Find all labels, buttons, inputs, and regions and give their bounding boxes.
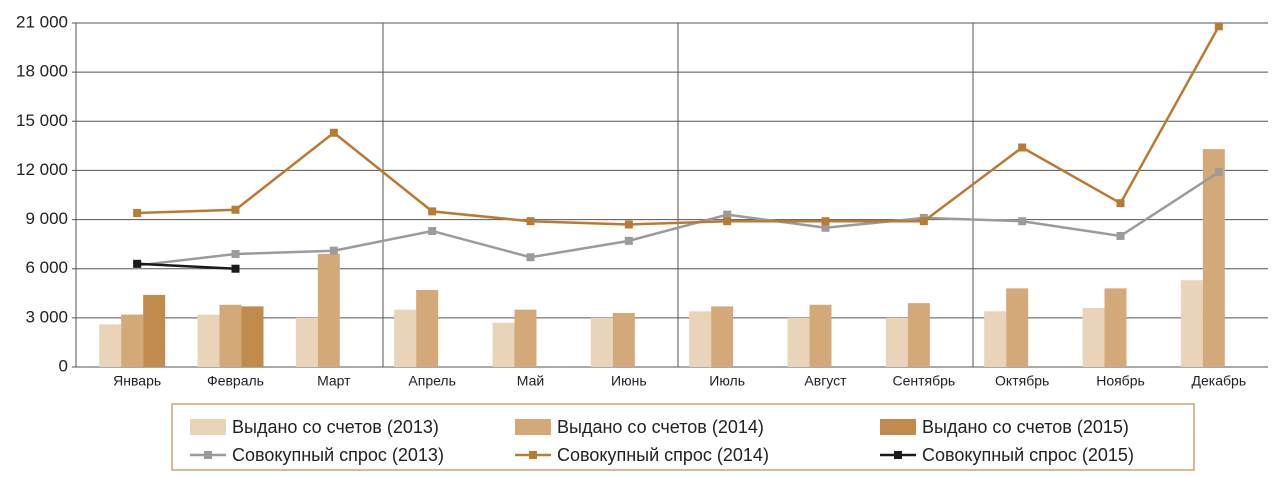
bar [514,309,537,367]
bar [121,314,144,367]
bar [143,294,166,367]
marker [1214,168,1223,177]
bar [416,290,439,367]
legend-swatch [894,451,902,459]
x-tick-label: Декабрь [1192,373,1247,389]
bar [612,312,635,367]
legend-label: Выдано со счетов (2013) [232,417,439,437]
x-tick-label: Январь [113,373,161,389]
bar [984,311,1007,367]
bar [907,303,930,367]
bar [99,324,122,367]
marker [428,227,437,236]
marker [821,217,830,226]
x-tick-label: Ноябрь [1096,373,1145,389]
y-tick-label: 3 000 [25,307,68,326]
x-tick-label: Март [317,373,351,389]
marker [1214,22,1223,31]
marker [1116,199,1125,208]
marker [1116,231,1125,240]
y-tick-label: 18 000 [16,62,68,81]
marker [919,217,928,226]
line [137,25,1220,226]
marker [821,223,830,232]
bar [1202,149,1225,367]
bar [1180,280,1203,367]
marker [329,246,338,255]
legend-swatch [529,451,537,459]
y-tick-label: 6 000 [25,258,68,277]
bar [590,317,613,367]
x-tick-label: Июнь [611,373,647,389]
bar [1082,308,1105,367]
bar [711,306,734,367]
x-tick-label: Сентябрь [892,373,955,389]
marker [526,217,535,226]
marker [723,210,732,219]
line [137,262,236,270]
marker [231,205,240,214]
marker [526,253,535,262]
marker [624,236,633,245]
marker [723,217,732,226]
line [137,171,1220,267]
legend-label: Выдано со счетов (2014) [557,417,764,437]
bar [197,314,220,367]
marker [624,220,633,229]
x-tick-label: Февраль [207,373,264,389]
bar [295,317,318,367]
marker [133,209,142,218]
bar [1104,288,1127,367]
bar [317,253,340,367]
marker [1018,217,1027,226]
legend-swatch [515,419,551,435]
marker [133,259,142,268]
marker [231,249,240,258]
bar [787,317,810,367]
legend-swatch [204,451,212,459]
bar [885,317,908,367]
y-tick-label: 21 000 [16,12,68,31]
y-tick-label: 12 000 [16,160,68,179]
legend-box [171,403,1195,471]
bar [809,304,832,367]
bar [689,311,712,367]
bar [1006,288,1029,367]
legend-swatch [190,419,226,435]
y-tick-label: 9 000 [25,209,68,228]
x-tick-label: Октябрь [995,373,1049,389]
legend-swatch [880,419,916,435]
x-tick-label: Май [517,373,544,389]
bar [492,322,515,367]
marker [428,207,437,216]
legend-label: Совокупный спрос (2013) [232,445,444,465]
bar [241,306,264,367]
bar [394,309,417,367]
legend-label: Совокупный спрос (2014) [557,445,769,465]
legend-label: Выдано со счетов (2015) [922,417,1129,437]
x-tick-label: Август [804,373,847,389]
x-tick-label: Июль [709,373,745,389]
marker [231,264,240,273]
marker [329,128,338,137]
bar [219,304,242,367]
y-tick-label: 15 000 [16,111,68,130]
y-tick-label: 0 [59,356,68,375]
x-tick-label: Апрель [408,373,456,389]
marker [1018,143,1027,152]
legend-label: Совокупный спрос (2015) [922,445,1134,465]
